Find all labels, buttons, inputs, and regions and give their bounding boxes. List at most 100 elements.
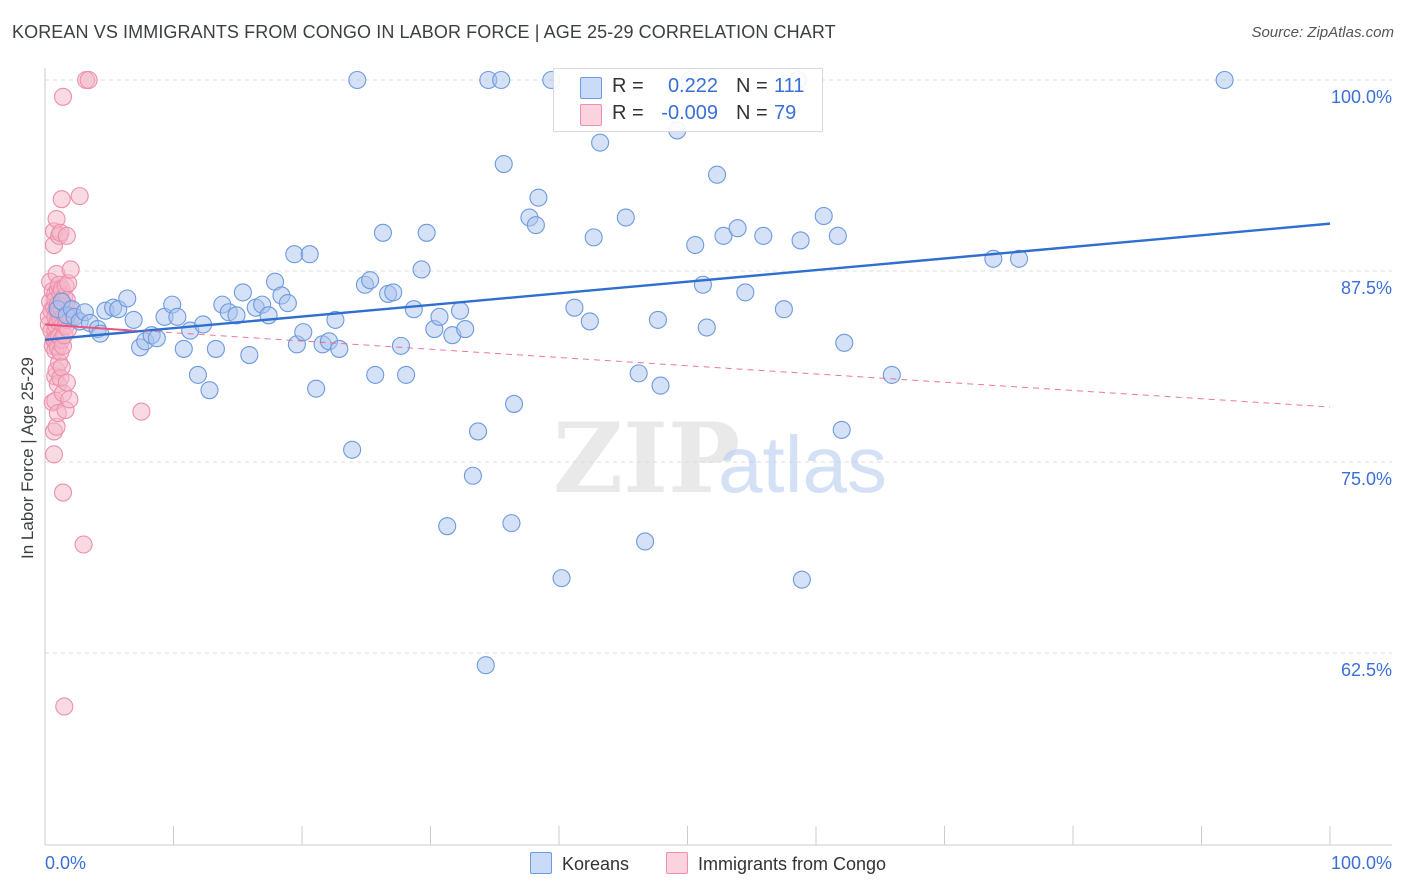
korean-point — [476, 656, 495, 675]
korean-point — [456, 320, 475, 339]
korean-point — [636, 532, 655, 551]
korean-point — [124, 310, 143, 329]
bottom-legend: Koreans Immigrants from Congo — [0, 852, 1406, 878]
koreans-swatch — [580, 77, 602, 99]
korean-point — [648, 310, 667, 329]
korean-point — [616, 208, 635, 227]
korean-trend-line — [44, 222, 1331, 341]
y-tick-label: 100.0% — [1331, 87, 1392, 107]
korean-point — [584, 228, 603, 247]
korean-point — [882, 365, 901, 384]
korean-point — [307, 379, 326, 398]
tick-labels: 100.0% 87.5% 75.0% 62.5% 0.0% 100.0% — [45, 87, 1392, 873]
korean-point — [147, 329, 166, 348]
korean-point — [463, 466, 482, 485]
korean-point — [468, 422, 488, 441]
congo-point — [70, 187, 89, 206]
x-tick-label: 100.0% — [1331, 853, 1392, 873]
source-label: Source: ZipAtlas.com — [1251, 24, 1394, 41]
congo-point — [52, 190, 71, 209]
congo-point — [79, 70, 98, 90]
trend-lines — [44, 222, 1331, 408]
korean-point — [240, 345, 259, 365]
korean-point — [361, 271, 380, 290]
korean-point — [791, 231, 810, 250]
congo-point — [52, 358, 71, 377]
korean-point — [206, 339, 225, 358]
korean-point — [300, 245, 319, 264]
n-value: 111 — [774, 75, 805, 97]
korean-point — [188, 365, 207, 384]
korean-point — [591, 133, 610, 152]
korean-point — [438, 517, 457, 536]
y-tick-label: 62.5% — [1341, 660, 1392, 680]
korean-point — [326, 310, 345, 329]
congo-points — [39, 70, 151, 716]
korean-point — [404, 300, 423, 319]
congo-point — [53, 87, 73, 106]
watermark-atlas: atlas — [718, 420, 887, 509]
r-label: R = — [612, 102, 644, 124]
korean-point — [686, 235, 705, 255]
korean-point — [168, 307, 187, 326]
korean-point — [118, 289, 137, 308]
korean-point — [832, 420, 851, 439]
congo-point — [57, 373, 76, 392]
korean-point — [697, 318, 716, 337]
korean-point — [580, 312, 599, 331]
korean-point — [529, 188, 548, 207]
r-value: 0.222 — [667, 75, 718, 97]
korean-point — [330, 339, 349, 358]
korean-point — [391, 336, 410, 355]
korean-point — [526, 216, 545, 235]
congo-point — [55, 697, 74, 716]
stats-legend: R = 0.222 N = 111 R = -0.009 N = 79 — [553, 68, 823, 132]
korean-point — [1009, 249, 1029, 268]
korean-point — [714, 226, 733, 245]
korean-point — [278, 294, 297, 313]
korean-point — [373, 223, 393, 242]
korean-point — [754, 226, 773, 245]
congo-trend-line-dashed — [44, 323, 1331, 408]
n-value: 79 — [774, 102, 797, 124]
korean-point — [417, 223, 436, 242]
congo-legend-swatch — [666, 852, 688, 874]
korean-point — [366, 365, 385, 384]
korean-point — [736, 283, 755, 302]
korean-point — [348, 70, 367, 90]
korean-point — [285, 245, 304, 264]
axes — [44, 68, 1392, 846]
legend-item-koreans: Koreans — [530, 852, 629, 875]
congo-point — [53, 483, 73, 502]
congo-point — [60, 390, 79, 409]
korean-point — [774, 300, 793, 319]
congo-point — [61, 260, 80, 279]
korean-point — [233, 283, 252, 302]
congo-swatch — [580, 104, 602, 126]
korean-point — [792, 570, 811, 589]
korean-point — [502, 514, 521, 533]
korean-point — [494, 154, 513, 174]
korean-point — [451, 301, 470, 320]
y-tick-label: 75.0% — [1341, 469, 1392, 489]
korean-point — [200, 381, 219, 400]
legend-label-koreans: Koreans — [562, 854, 630, 874]
y-tick-label: 87.5% — [1341, 278, 1392, 298]
congo-point — [132, 402, 151, 421]
korean-point — [227, 306, 246, 325]
korean-point — [552, 569, 571, 588]
korean-point — [828, 226, 847, 245]
n-label: N = — [736, 75, 768, 97]
korean-point — [343, 440, 362, 459]
legend-label-congo: Immigrants from Congo — [698, 854, 887, 874]
watermark-zip: ZIP — [553, 402, 740, 515]
korean-point — [1215, 70, 1234, 90]
congo-point — [44, 445, 64, 464]
stats-row-congo: R = -0.009 N = 79 — [554, 100, 822, 128]
korean-points — [48, 70, 1234, 675]
korean-point — [629, 364, 648, 383]
korean-point — [492, 70, 511, 90]
r-value: -0.009 — [661, 102, 718, 124]
